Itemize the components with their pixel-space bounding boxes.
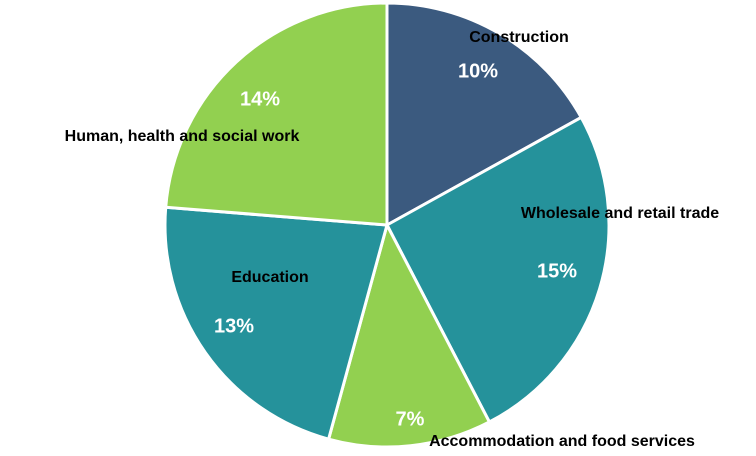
pie-slice — [326, 220, 492, 449]
slice-name: Education — [231, 269, 308, 286]
pie-slice — [163, 205, 389, 442]
slice-name: Wholesale and retail trade — [521, 205, 719, 222]
slice-value-label: 15% — [537, 260, 577, 282]
slice-name: Construction — [469, 29, 569, 46]
slice-name: Human, health and social work — [65, 128, 300, 145]
slice-value-label: 13% — [214, 315, 254, 337]
slice-value-label: 10% — [458, 60, 498, 82]
slice-name: Accommodation and food services — [429, 433, 695, 450]
pie-slice — [384, 115, 611, 425]
slice-value-label: 14% — [240, 88, 280, 110]
slice-value-label: 7% — [396, 408, 425, 430]
pie-slice — [164, 1, 389, 227]
pie-slice — [385, 1, 584, 228]
